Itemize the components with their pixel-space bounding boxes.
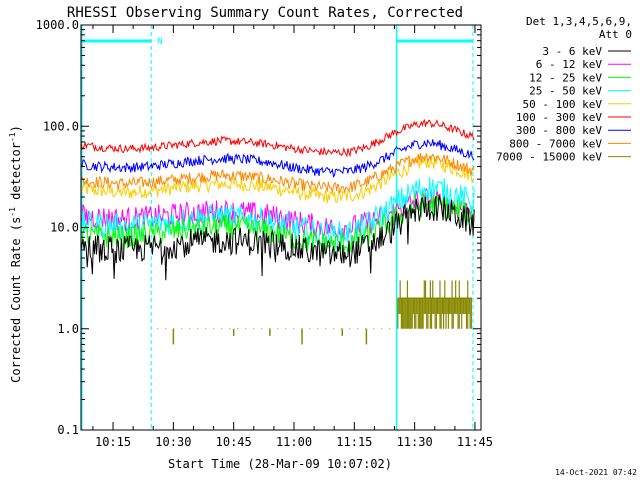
legend-entry-label: 6 - 12 keV xyxy=(536,58,603,71)
legend-entry-label: 3 - 6 keV xyxy=(542,45,602,58)
y-axis: 0.1 1.0 10.0 100.0 1000.0 xyxy=(36,18,481,437)
background-bursts xyxy=(157,280,473,345)
legend-entry-label: 12 - 25 keV xyxy=(529,71,602,84)
x-tick-label: 10:30 xyxy=(155,435,191,449)
x-tick-label: 10:15 xyxy=(95,435,131,449)
x-tick-label: 11:15 xyxy=(336,435,372,449)
x-axis: 10:15 10:30 10:45 11:00 11:15 11:30 11:45 xyxy=(92,25,493,449)
y-tick-label: 0.1 xyxy=(57,423,79,437)
legend-header-line-2: Att 0 xyxy=(599,28,632,41)
x-tick-label: 10:45 xyxy=(216,435,252,449)
legend-entry-label: 7000 - 15000 keV xyxy=(496,151,602,164)
y-tick-label: 1.0 xyxy=(57,322,79,336)
series-line xyxy=(80,138,475,178)
y-tick-label: 100.0 xyxy=(43,119,79,133)
series-line xyxy=(80,188,475,240)
legend-entry-label: 50 - 100 keV xyxy=(523,98,603,111)
y-tick-label: 10.0 xyxy=(50,221,79,235)
x-tick-label: 11:00 xyxy=(276,435,312,449)
series-line xyxy=(80,153,475,194)
y-axis-label: Corrected Count Rate (s-1 detector-1) xyxy=(8,125,23,383)
legend-entry-label: 25 - 50 keV xyxy=(529,85,602,98)
legend-header-line-1: Det 1,3,4,5,6,9, xyxy=(526,15,632,28)
series-line xyxy=(80,154,475,204)
series-line xyxy=(80,177,475,249)
series-line xyxy=(80,194,475,281)
legend-entry-label: 300 - 800 keV xyxy=(516,124,602,137)
timestamp: 14-Oct-2021 07:42 xyxy=(555,468,637,477)
x-tick-label: 11:30 xyxy=(397,435,433,449)
x-tick-label: 11:45 xyxy=(457,435,493,449)
y-tick-label: 1000.0 xyxy=(36,18,79,32)
chart-title: RHESSI Observing Summary Count Rates, Co… xyxy=(67,5,463,21)
series-group xyxy=(80,118,475,281)
x-axis-label: Start Time (28-Mar-09 10:07:02) xyxy=(168,457,392,471)
flag-label: N xyxy=(157,37,162,47)
series-line xyxy=(80,118,475,158)
legend-entry-label: 800 - 7000 keV xyxy=(509,137,602,150)
legend-entry-label: 100 - 300 keV xyxy=(516,111,602,124)
